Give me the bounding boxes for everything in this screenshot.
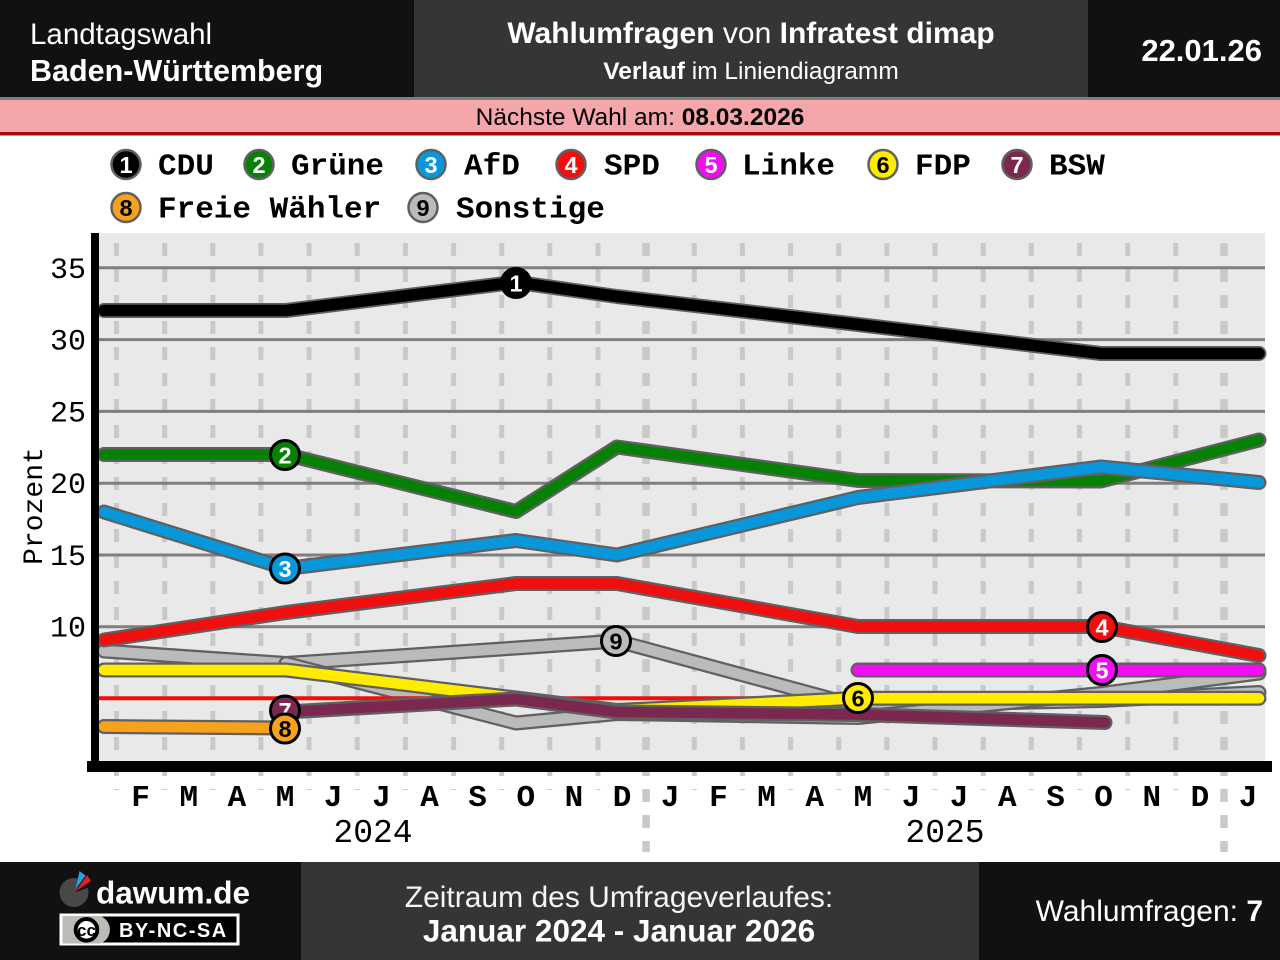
svg-text:O: O — [516, 781, 535, 816]
svg-text:Wahlumfragen von Infratest dim: Wahlumfragen von Infratest dimap — [507, 17, 994, 50]
svg-text:22.01.26: 22.01.26 — [1141, 33, 1262, 68]
svg-text:Wahlumfragen: 7: Wahlumfragen: 7 — [1036, 895, 1263, 928]
svg-text:Freie Wähler: Freie Wähler — [158, 193, 381, 228]
svg-text:8: 8 — [278, 716, 291, 742]
svg-text:Nächste Wahl am: 08.03.2026: Nächste Wahl am: 08.03.2026 — [476, 104, 805, 131]
svg-text:35: 35 — [50, 254, 86, 288]
svg-text:3: 3 — [278, 556, 291, 582]
svg-text:S: S — [468, 781, 487, 816]
svg-text:J: J — [902, 781, 921, 816]
svg-text:F: F — [131, 781, 150, 816]
svg-text:Landtagswahl: Landtagswahl — [30, 18, 212, 51]
svg-text:A: A — [228, 781, 247, 816]
svg-text:1: 1 — [119, 152, 132, 178]
svg-text:5: 5 — [704, 152, 717, 178]
svg-text:6: 6 — [876, 152, 889, 178]
svg-text:J: J — [661, 781, 680, 816]
svg-text:1: 1 — [509, 271, 522, 297]
svg-text:M: M — [179, 781, 198, 816]
svg-text:cc: cc — [77, 921, 96, 940]
svg-text:20: 20 — [50, 469, 86, 503]
svg-text:5: 5 — [1095, 658, 1108, 684]
svg-text:4: 4 — [564, 152, 577, 178]
svg-text:J: J — [950, 781, 969, 816]
svg-text:Baden-Württemberg: Baden-Württemberg — [30, 54, 323, 88]
svg-text:FDP: FDP — [915, 150, 971, 185]
svg-text:AfD: AfD — [464, 150, 520, 185]
svg-text:Verlauf im Liniendiagramm: Verlauf im Liniendiagramm — [603, 58, 899, 85]
svg-text:M: M — [276, 781, 295, 816]
svg-text:9: 9 — [609, 629, 622, 655]
svg-text:M: M — [854, 781, 873, 816]
svg-text:6: 6 — [851, 686, 864, 712]
svg-text:25: 25 — [50, 397, 86, 431]
svg-text:D: D — [613, 781, 632, 816]
svg-text:CDU: CDU — [158, 150, 214, 185]
svg-text:4: 4 — [1095, 615, 1108, 641]
svg-text:Linke: Linke — [742, 150, 835, 185]
svg-text:Zeitraum des Umfrageverlaufes:: Zeitraum des Umfrageverlaufes: — [405, 881, 834, 914]
svg-text:D: D — [1191, 781, 1210, 816]
svg-text:J: J — [372, 781, 391, 816]
svg-text:BY-NC-SA: BY-NC-SA — [119, 920, 228, 942]
svg-text:N: N — [565, 781, 584, 816]
svg-text:O: O — [1094, 781, 1113, 816]
svg-text:9: 9 — [416, 195, 429, 221]
svg-text:N: N — [1142, 781, 1161, 816]
svg-text:Sonstige: Sonstige — [456, 193, 605, 228]
svg-text:M: M — [757, 781, 776, 816]
svg-text:J: J — [1239, 781, 1258, 816]
svg-text:7: 7 — [1010, 152, 1023, 178]
svg-text:BSW: BSW — [1049, 150, 1105, 185]
svg-text:J: J — [324, 781, 343, 816]
svg-text:30: 30 — [50, 326, 86, 360]
svg-text:2: 2 — [278, 443, 291, 469]
svg-text:S: S — [1046, 781, 1065, 816]
svg-text:Januar 2024 - Januar 2026: Januar 2024 - Januar 2026 — [423, 913, 815, 949]
svg-text:F: F — [709, 781, 728, 816]
svg-text:2024: 2024 — [333, 815, 412, 852]
svg-text:8: 8 — [119, 195, 132, 221]
svg-text:10: 10 — [50, 613, 86, 647]
svg-text:A: A — [998, 781, 1017, 816]
svg-text:A: A — [805, 781, 824, 816]
svg-text:Grüne: Grüne — [291, 150, 384, 185]
svg-text:A: A — [420, 781, 439, 816]
svg-text:Prozent: Prozent — [20, 447, 51, 565]
svg-text:2: 2 — [252, 152, 265, 178]
svg-text:SPD: SPD — [604, 150, 660, 185]
svg-text:15: 15 — [50, 541, 86, 575]
svg-text:dawum.de: dawum.de — [96, 875, 250, 911]
svg-text:2025: 2025 — [905, 815, 984, 852]
svg-text:3: 3 — [424, 152, 437, 178]
